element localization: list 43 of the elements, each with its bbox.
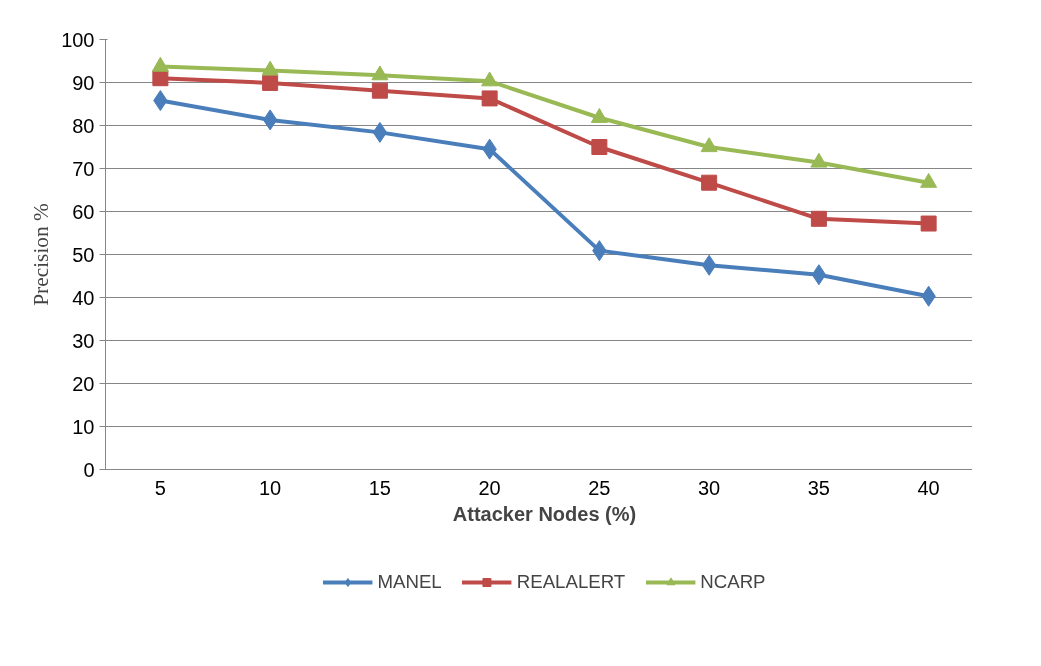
point bbox=[700, 137, 718, 153]
point bbox=[481, 90, 498, 107]
y-tick-label: 70 bbox=[72, 157, 95, 180]
point bbox=[701, 174, 718, 191]
legend-label: REALALERT bbox=[516, 571, 626, 593]
x-tick-label: 35 bbox=[807, 476, 830, 499]
legend-label: NCARP bbox=[700, 571, 766, 593]
point bbox=[371, 82, 388, 99]
y-tick-label: 20 bbox=[72, 372, 95, 395]
point bbox=[261, 60, 279, 76]
y-tick-label: 40 bbox=[72, 286, 95, 309]
point bbox=[590, 108, 608, 123]
x-tick-label: 30 bbox=[698, 476, 721, 499]
point bbox=[371, 65, 389, 81]
point bbox=[810, 210, 827, 227]
point bbox=[151, 56, 169, 72]
x-tick-label: 25 bbox=[588, 476, 611, 499]
y-axis-title: Precision % bbox=[29, 203, 54, 306]
point bbox=[920, 215, 937, 232]
x-tick-label: 10 bbox=[259, 476, 282, 499]
y-tick-label: 30 bbox=[72, 329, 95, 352]
point bbox=[372, 121, 388, 143]
y-tick-label: 90 bbox=[72, 71, 95, 94]
x-tick-label: 20 bbox=[478, 476, 501, 499]
y-tick-label: 100 bbox=[61, 28, 95, 51]
y-tick-label: 50 bbox=[72, 243, 95, 266]
y-tick-label: 80 bbox=[72, 114, 95, 137]
x-axis-title: Attacker Nodes (%) bbox=[452, 502, 637, 525]
point bbox=[811, 264, 827, 286]
point bbox=[481, 71, 499, 87]
point bbox=[262, 109, 278, 131]
x-tick-label: 40 bbox=[917, 476, 940, 499]
point bbox=[701, 254, 717, 276]
point bbox=[591, 139, 608, 155]
point bbox=[810, 152, 828, 168]
y-tick-label: 60 bbox=[72, 200, 95, 223]
y-tick-label: 0 bbox=[83, 458, 95, 481]
x-tick-label: 5 bbox=[154, 476, 166, 499]
point bbox=[152, 70, 169, 87]
point bbox=[262, 74, 279, 91]
y-tick-label: 10 bbox=[72, 415, 95, 438]
legend-label: MANEL bbox=[377, 571, 442, 593]
x-tick-label: 15 bbox=[368, 476, 391, 499]
